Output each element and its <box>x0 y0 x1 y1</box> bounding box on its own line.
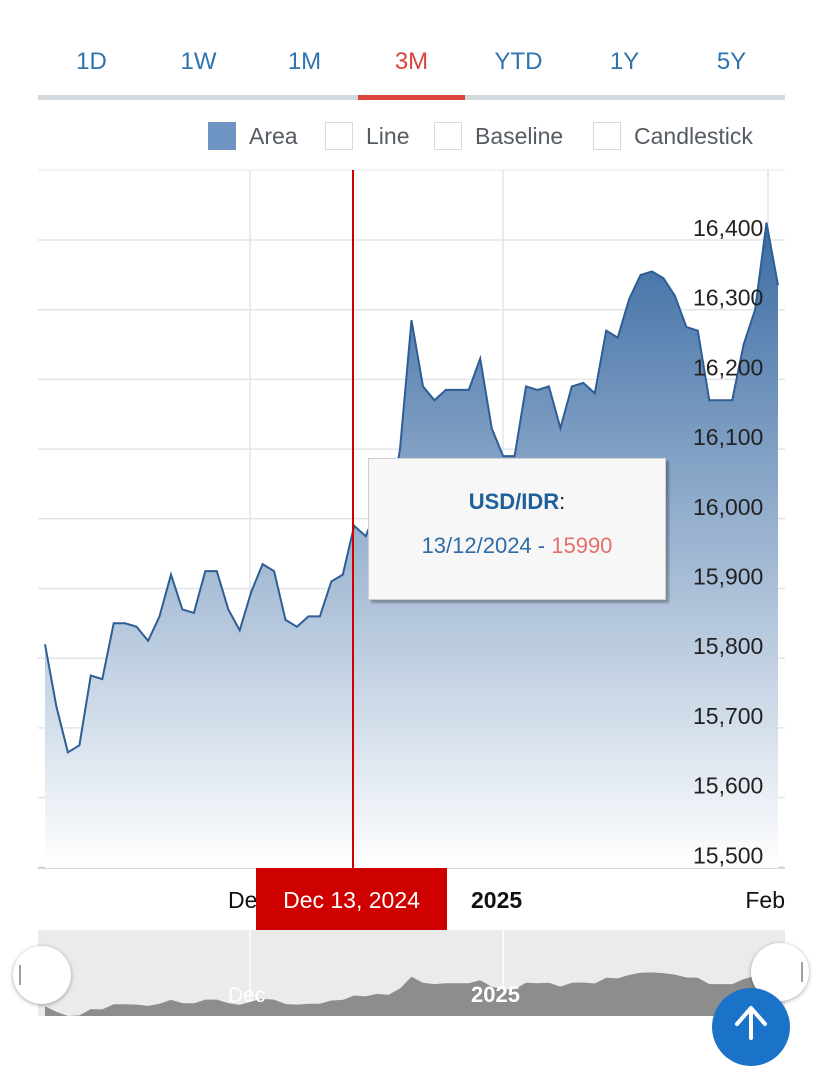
chart-type-line-label: Line <box>366 122 410 149</box>
tab-1d[interactable]: 1D <box>76 48 107 75</box>
tooltip-pair: USD/IDR <box>468 489 560 514</box>
line-checkbox[interactable] <box>325 122 353 150</box>
x-tick-label: 2025 <box>471 887 522 913</box>
chart-type-area[interactable]: Area <box>208 120 298 152</box>
tab-5y[interactable]: 5Y <box>716 48 747 75</box>
chart-type-selector: Area Line Baseline Candlestick <box>0 120 823 154</box>
tab-1y[interactable]: 1Y <box>609 48 640 75</box>
tab-ytd[interactable]: YTD <box>494 48 543 75</box>
tooltip-title: USD/IDR: <box>369 489 665 515</box>
series-line <box>44 222 779 754</box>
baseline-checkbox[interactable] <box>434 122 462 150</box>
cursor-date-label: Dec 13, 2024 <box>256 868 447 930</box>
data-tooltip: USD/IDR: 13/12/2024 - 15990 <box>368 458 666 600</box>
chart-type-baseline-label: Baseline <box>475 122 564 149</box>
y-tick-label: 16,300 <box>693 285 763 311</box>
tooltip-detail: 13/12/2024 - 15990 <box>369 533 665 559</box>
range-tabs: 1D 1W 1M 3M YTD 1Y 5Y <box>38 40 785 100</box>
chart-type-baseline[interactable]: Baseline <box>434 120 563 152</box>
scroll-top-button[interactable] <box>712 988 790 1066</box>
navigator-label: 2025 <box>471 982 520 1007</box>
arrow-up-icon <box>735 1006 767 1040</box>
tooltip-value: 15990 <box>551 533 613 558</box>
tooltip-date: 13/12/2024 <box>421 533 532 558</box>
y-tick-label: 15,900 <box>693 564 763 590</box>
y-tick-label: 15,600 <box>693 773 763 799</box>
chart-type-area-label: Area <box>249 122 298 149</box>
y-tick-label: 15,500 <box>693 842 763 868</box>
navigator-left-handle[interactable] <box>13 946 71 1004</box>
chart-type-candlestick-label: Candlestick <box>634 122 753 149</box>
y-tick-label: 15,800 <box>693 633 763 659</box>
y-tick-label: 16,200 <box>693 354 763 380</box>
y-tick-label: 16,100 <box>693 424 763 450</box>
x-tick-label: Feb <box>745 887 785 913</box>
y-tick-label: 16,400 <box>693 215 763 241</box>
navigator-label: Dec <box>228 984 265 1007</box>
candlestick-checkbox[interactable] <box>593 122 621 150</box>
tab-3m[interactable]: 3M <box>358 48 465 100</box>
tooltip-separator: - <box>531 533 552 558</box>
y-tick-label: 15,700 <box>693 703 763 729</box>
chart-type-candlestick[interactable]: Candlestick <box>593 120 753 152</box>
area-checkbox[interactable] <box>208 122 236 150</box>
chart-type-line[interactable]: Line <box>325 120 409 152</box>
tooltip-colon: : <box>559 489 566 514</box>
y-tick-label: 16,000 <box>693 494 763 520</box>
tab-1m[interactable]: 1M <box>287 48 322 75</box>
tab-1w[interactable]: 1W <box>180 48 217 75</box>
chart-area: 16,400 16,300 16,200 16,100 16,000 15,900 15,8… <box>0 160 823 1066</box>
navigator-area <box>45 968 778 1016</box>
